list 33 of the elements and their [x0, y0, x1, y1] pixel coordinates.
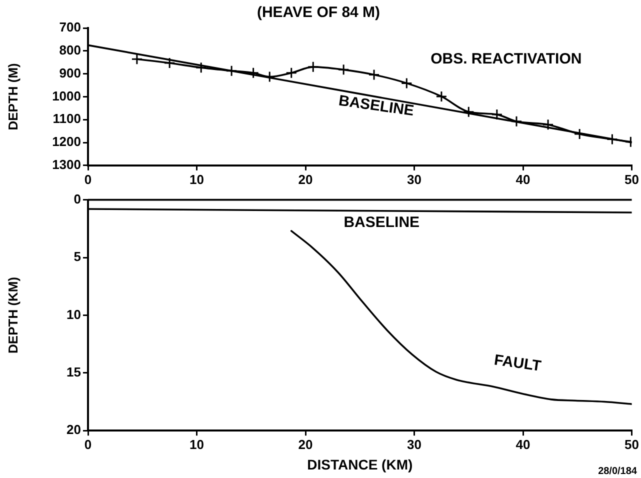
- text: BASELINE: [338, 92, 415, 120]
- x-tick-label: 40: [516, 436, 530, 452]
- y-tick-label: 900: [59, 65, 81, 80]
- x-tick-label: 30: [407, 172, 422, 187]
- x-tick-label: 30: [407, 436, 422, 452]
- series-label: BASELINE: [344, 214, 420, 232]
- y-tick-label: 10: [66, 306, 81, 322]
- y-tick-label: 20: [66, 422, 81, 438]
- y-tick-label: 1000: [52, 88, 81, 104]
- y-tick-label: 800: [59, 42, 81, 58]
- y-axis-title: DEPTH (KM): [5, 276, 20, 354]
- x-tick-label: 20: [298, 436, 313, 452]
- x-tick-label: 50: [624, 436, 640, 452]
- y-tick-label: 1100: [52, 111, 81, 126]
- x-tick-label: 40: [516, 172, 530, 187]
- series-label: OBS. REACTIVATION: [430, 50, 582, 68]
- text: FAULT: [493, 352, 542, 376]
- y-tick-label: 15: [66, 364, 81, 380]
- chart-title: (HEAVE OF 84 M): [256, 4, 380, 22]
- text: 28/0/184: [598, 466, 638, 477]
- y-axis-title: DEPTH (M): [5, 63, 20, 130]
- x-tick-label: 20: [298, 172, 313, 187]
- x-tick-label: 0: [84, 436, 92, 452]
- x-axis-title: DISTANCE (KM): [307, 456, 413, 472]
- y-tick-label: 1300: [52, 156, 81, 172]
- y-tick-label: 5: [74, 249, 81, 264]
- y-tick-label: 0: [74, 191, 81, 206]
- x-tick-label: 10: [190, 436, 204, 452]
- y-tick-label: 1200: [52, 134, 81, 150]
- x-tick-label: 50: [624, 172, 640, 187]
- x-tick-label: 10: [190, 172, 204, 187]
- y-tick-label: 700: [59, 20, 81, 35]
- x-tick-label: 0: [84, 172, 92, 187]
